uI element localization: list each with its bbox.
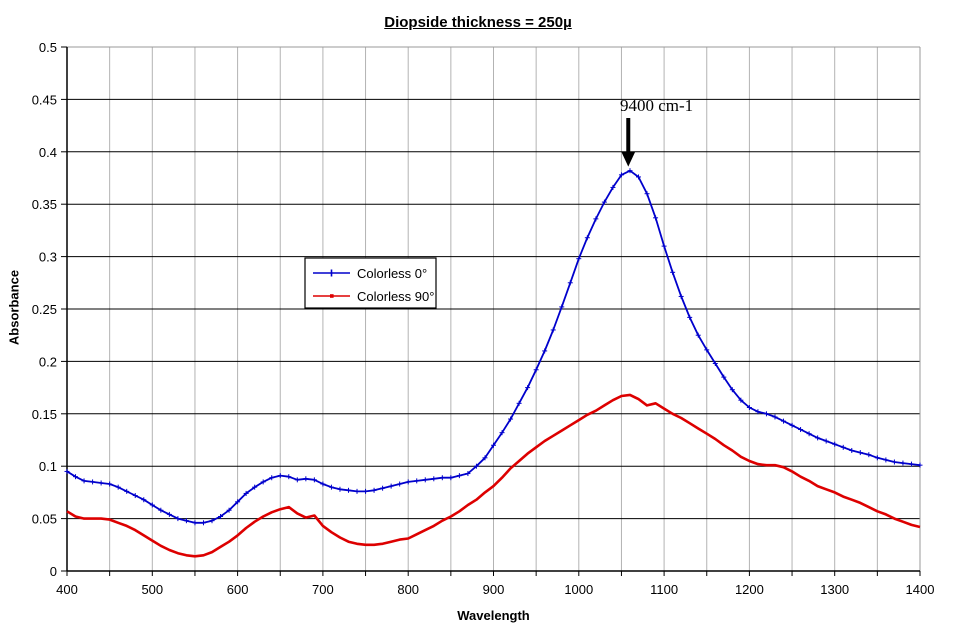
y-tick-label: 0.25 (32, 302, 57, 317)
x-tick-label: 600 (227, 582, 249, 597)
annotation-arrow-head (621, 151, 636, 167)
y-tick-label: 0.2 (39, 354, 57, 369)
legend-sample-marker (330, 294, 334, 298)
y-tick-label: 0.4 (39, 145, 57, 160)
legend-label-0: Colorless 0° (357, 266, 427, 281)
series-markers-0 (64, 168, 923, 526)
y-tick-label: 0.15 (32, 407, 57, 422)
x-axis-title: Wavelength (457, 608, 530, 623)
y-tick-label: 0.45 (32, 92, 57, 107)
x-tick-label: 1100 (650, 582, 678, 597)
peak-annotation-label: 9400 cm-1 (620, 96, 694, 115)
x-tick-label: 900 (483, 582, 505, 597)
legend-label-1: Colorless 90° (357, 289, 434, 304)
y-tick-label: 0.1 (39, 459, 57, 474)
x-tick-label: 700 (312, 582, 334, 597)
y-tick-label: 0.35 (32, 197, 57, 212)
x-tick-label: 1000 (564, 582, 593, 597)
x-tick-label: 1400 (906, 582, 935, 597)
x-tick-label: 400 (56, 582, 78, 597)
x-tick-label: 800 (397, 582, 419, 597)
y-tick-label: 0.3 (39, 250, 57, 265)
series-line-1 (66, 393, 921, 558)
x-tick-label: 1200 (735, 582, 764, 597)
chart-title: Diopside thickness = 250µ (384, 14, 572, 31)
x-tick-label: 500 (141, 582, 163, 597)
y-tick-label: 0.5 (39, 40, 57, 55)
legend-box (304, 257, 437, 309)
y-tick-label: 0 (50, 564, 57, 579)
y-tick-label: 0.05 (32, 512, 57, 527)
y-axis-title: Absorbance (6, 269, 22, 346)
x-tick-label: 1300 (820, 582, 849, 597)
